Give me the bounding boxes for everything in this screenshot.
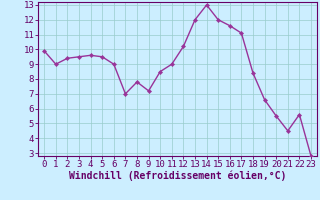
X-axis label: Windchill (Refroidissement éolien,°C): Windchill (Refroidissement éolien,°C)	[69, 171, 286, 181]
